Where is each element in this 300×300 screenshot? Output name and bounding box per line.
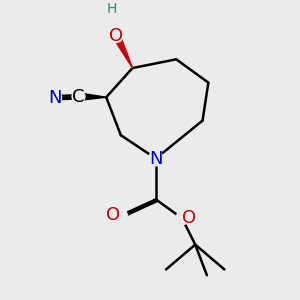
Text: H: H: [107, 2, 117, 16]
Text: O: O: [110, 27, 124, 45]
Text: N: N: [149, 149, 163, 167]
Circle shape: [114, 209, 127, 222]
Circle shape: [176, 212, 188, 225]
Text: N: N: [48, 89, 62, 107]
Circle shape: [72, 90, 85, 103]
Circle shape: [110, 29, 123, 42]
Polygon shape: [78, 93, 106, 100]
Text: O: O: [182, 209, 197, 227]
Text: O: O: [106, 206, 120, 224]
Text: C: C: [72, 88, 85, 106]
Polygon shape: [113, 34, 133, 68]
Circle shape: [49, 92, 62, 104]
Circle shape: [148, 151, 163, 166]
